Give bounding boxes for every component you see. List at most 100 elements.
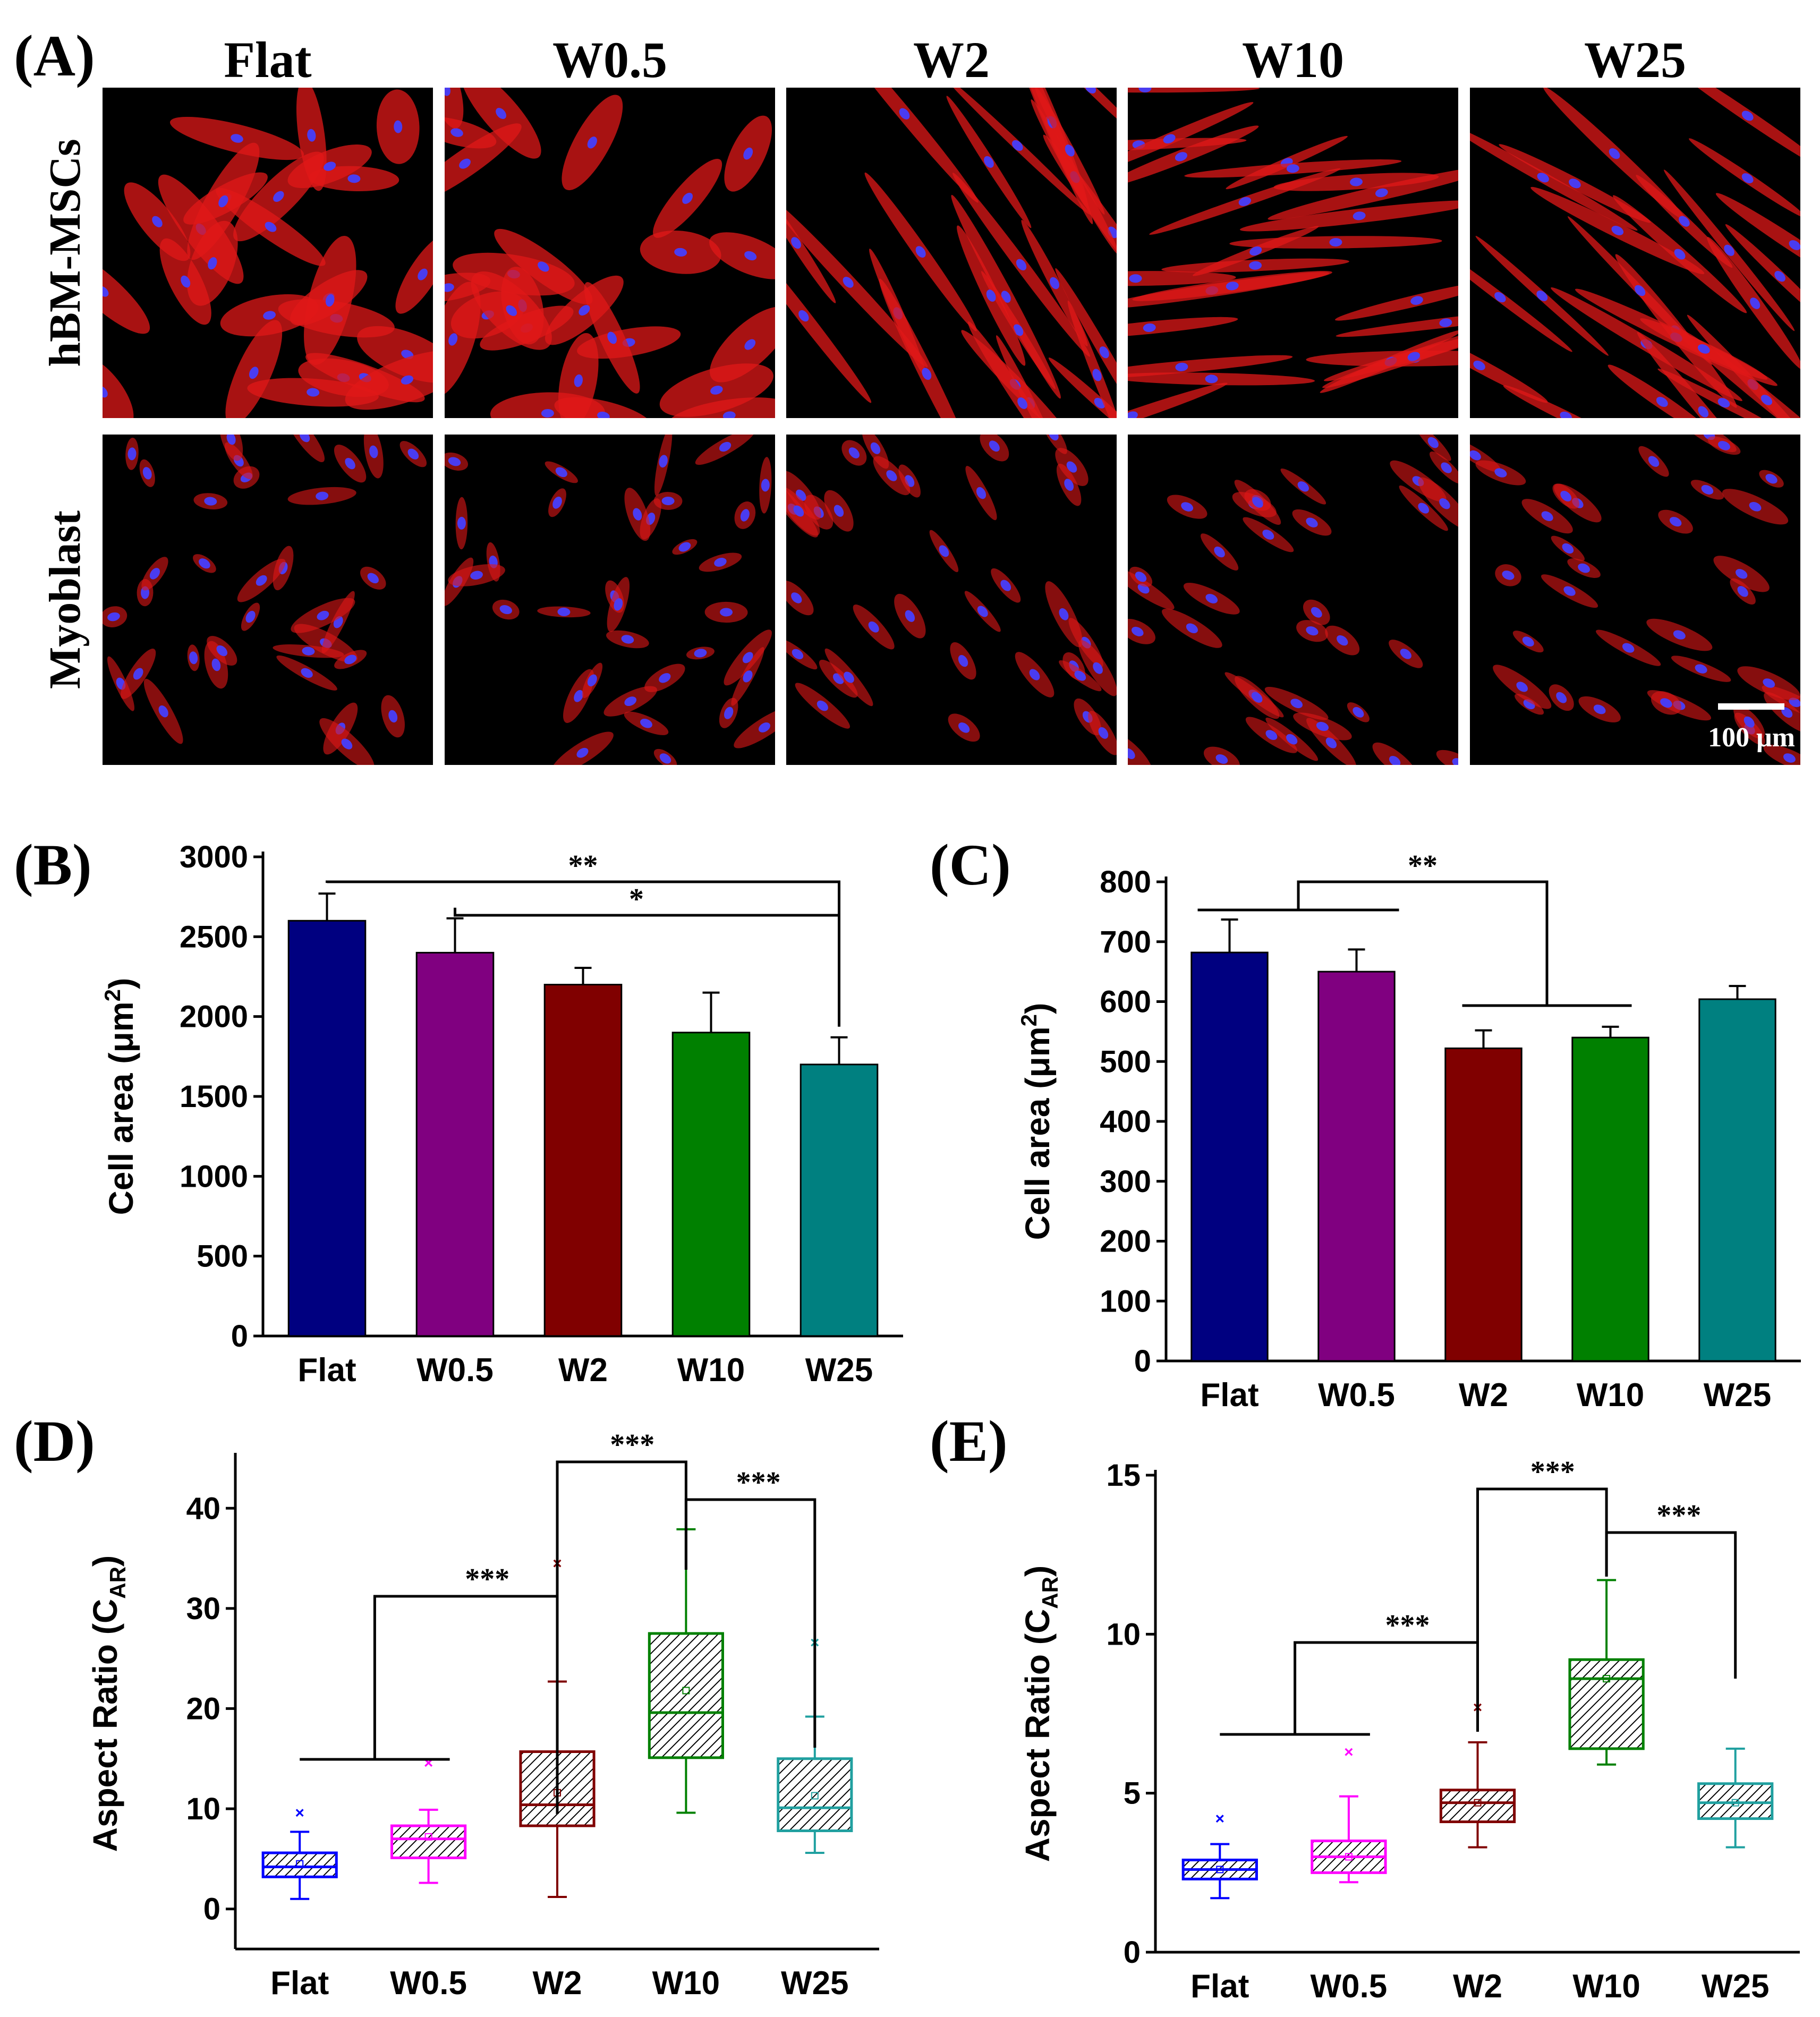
cell-nucleus xyxy=(265,222,277,232)
cell-nucleus xyxy=(1695,664,1707,674)
cell-nucleus xyxy=(407,448,419,459)
cell-nucleus xyxy=(216,645,228,657)
cell-nucleus xyxy=(1215,754,1228,764)
cell-nucleus xyxy=(1065,144,1075,157)
y-tick-label: 10 xyxy=(186,1792,220,1826)
y-axis-label-sub: AR xyxy=(105,1567,130,1599)
cell-nucleus xyxy=(1186,623,1198,634)
micrograph-image xyxy=(1128,435,1458,765)
cell-nucleus xyxy=(1741,173,1754,183)
mean-marker xyxy=(1345,1853,1353,1861)
y-tick-label: 0 xyxy=(1134,1344,1151,1378)
cell-nucleus xyxy=(231,134,243,143)
cell-nucleus xyxy=(1470,450,1481,461)
cell-nucleus xyxy=(984,156,994,168)
cell-nucleus xyxy=(1131,626,1144,636)
x-tick-label: W10 xyxy=(1577,1377,1644,1414)
significance-label: *** xyxy=(610,1428,654,1461)
bar xyxy=(287,920,367,1337)
cell-nucleus xyxy=(976,487,986,499)
cell-nucleus xyxy=(1718,441,1730,450)
cell-nucleus xyxy=(574,690,583,702)
y-tick-label: 500 xyxy=(197,1239,248,1274)
cell-nucleus xyxy=(1494,292,1506,303)
x-tick-label: W2 xyxy=(533,1965,582,2002)
cell-nucleus xyxy=(401,375,414,385)
cell-nucleus xyxy=(1750,297,1761,309)
cell-nucleus xyxy=(722,411,736,418)
cell-nucleus xyxy=(499,605,512,615)
y-tick-label: 600 xyxy=(1100,985,1151,1019)
bar xyxy=(415,951,495,1337)
cell-nucleus xyxy=(316,491,329,500)
significance-bracket xyxy=(684,1498,817,1748)
mean-marker xyxy=(1474,1799,1482,1807)
cell-nucleus xyxy=(273,191,284,202)
cell-nucleus xyxy=(834,505,844,517)
cell-nucleus xyxy=(1698,406,1709,418)
cell-nucleus xyxy=(1297,481,1309,492)
cell-nucleus xyxy=(189,651,198,665)
y-axis-label-sup: 2 xyxy=(1016,1014,1041,1026)
cell-nucleus xyxy=(1774,271,1785,282)
micrograph-image xyxy=(786,435,1117,765)
cell-nucleus xyxy=(1418,503,1430,514)
x-tick-label: W25 xyxy=(781,1965,848,2002)
cell-nucleus xyxy=(633,508,642,521)
cell-nucleus xyxy=(1669,517,1682,527)
cell-nucleus xyxy=(249,367,259,379)
cell-nucleus xyxy=(1741,110,1754,121)
cell-nucleus xyxy=(1205,593,1218,603)
cell-nucleus xyxy=(1763,678,1775,688)
cell-nucleus xyxy=(798,310,809,322)
cell-nucleus xyxy=(1749,501,1762,512)
cell-nucleus xyxy=(587,137,597,149)
cell-nucleus xyxy=(624,696,637,707)
cell-nucleus xyxy=(792,649,804,659)
cell-nucleus xyxy=(1502,571,1515,580)
mean-marker xyxy=(1603,1675,1611,1683)
cell-nucleus xyxy=(1410,296,1423,305)
cell-nucleus xyxy=(1537,173,1549,183)
cell-nucleus xyxy=(541,408,554,418)
cell-nucleus xyxy=(1389,755,1401,765)
cell-nucleus xyxy=(958,655,968,667)
cell-nucleus xyxy=(1407,352,1420,361)
cell-nucleus xyxy=(245,610,256,623)
x-tick-label: Flat xyxy=(270,1965,329,2002)
cell-nucleus xyxy=(457,516,466,530)
cell-nucleus xyxy=(367,573,379,584)
y-axis-label: Aspect Ratio (CAR) xyxy=(86,1555,130,1852)
micrograph-image xyxy=(103,435,433,765)
x-tick-label: W0.5 xyxy=(1311,1968,1388,2005)
cell-nucleus xyxy=(922,368,932,380)
cell-nucleus xyxy=(714,558,727,567)
cell-nucleus xyxy=(496,108,506,120)
cell-nucleus xyxy=(199,558,210,569)
cell-nucleus xyxy=(127,447,137,461)
cell-nucleus xyxy=(694,649,707,658)
cell-nucleus xyxy=(103,386,108,398)
cell-nucleus xyxy=(1593,704,1606,714)
bar xyxy=(671,1032,751,1337)
y-tick-label: 1500 xyxy=(180,1079,248,1114)
cell-nucleus xyxy=(448,457,461,466)
cell-nucleus xyxy=(743,147,753,160)
significance-label: *** xyxy=(1385,1609,1430,1642)
cell-nucleus xyxy=(1761,395,1773,405)
cell-nucleus xyxy=(724,707,734,719)
cell-nucleus xyxy=(1286,734,1298,745)
cell-nucleus xyxy=(1325,737,1337,748)
cell-nucleus xyxy=(555,467,567,478)
cell-nucleus xyxy=(388,710,398,723)
significance-label: *** xyxy=(736,1466,781,1499)
y-tick-label: 2500 xyxy=(180,920,248,954)
significance-label: ** xyxy=(1408,849,1438,882)
box xyxy=(777,1757,853,1832)
cell-nucleus xyxy=(758,722,770,733)
cell-nucleus xyxy=(1214,546,1225,558)
cells-layer xyxy=(103,435,427,765)
outlier-marker: × xyxy=(1215,1810,1225,1828)
cell-nucleus xyxy=(394,120,403,133)
significance-label: *** xyxy=(465,1563,509,1596)
